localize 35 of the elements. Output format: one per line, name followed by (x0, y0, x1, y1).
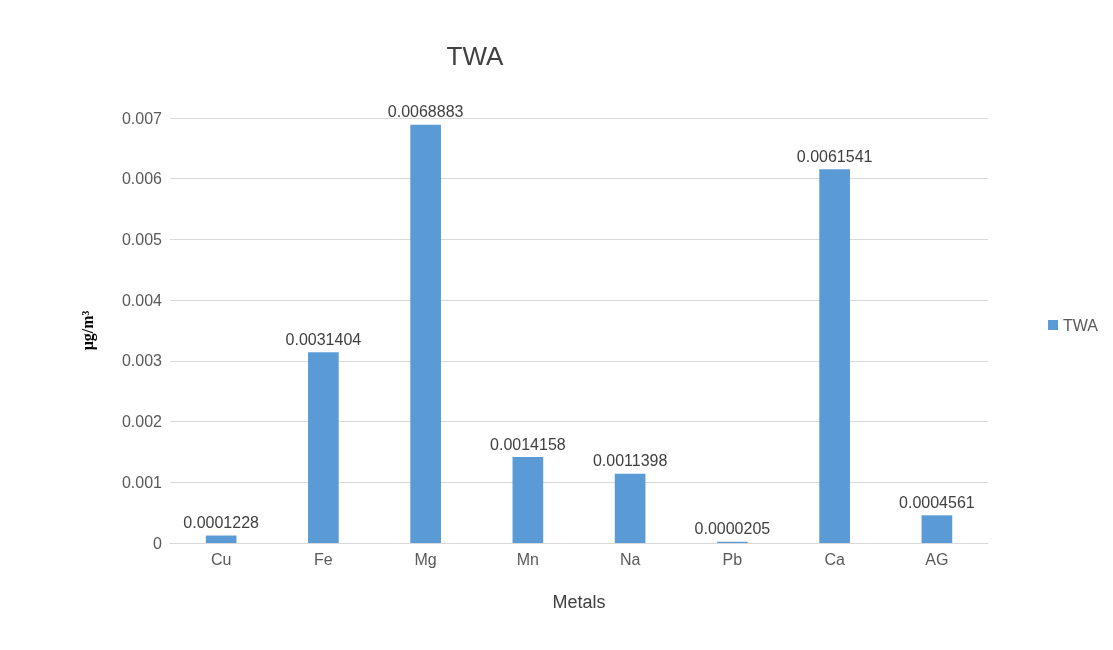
y-tick-label: 0 (153, 534, 163, 552)
bar (308, 352, 339, 543)
x-tick-label: Pb (722, 550, 743, 568)
legend-label: TWA (1063, 316, 1099, 334)
y-tick-label: 0.003 (121, 352, 163, 370)
x-tick-label: Cu (210, 550, 232, 568)
y-tick-label: 0.002 (121, 413, 163, 431)
bar (921, 515, 953, 543)
data-label: 0.0001228 (183, 514, 260, 532)
y-tick-label: 0.004 (121, 291, 163, 309)
bar (205, 535, 237, 543)
y-tick-label: 0.001 (121, 473, 163, 491)
bar (512, 457, 544, 543)
bar (410, 124, 441, 543)
x-tick-label: Na (619, 550, 641, 568)
x-tick-label: Mn (516, 550, 539, 568)
x-tick-label: AG (925, 550, 949, 568)
data-label: 0.0068883 (387, 103, 464, 121)
data-label: 0.0000205 (694, 520, 771, 538)
chart-title: TWA (446, 41, 505, 71)
data-label: 0.0004561 (899, 493, 975, 511)
y-tick-label: 0.007 (121, 109, 163, 127)
x-axis-title: Metals (552, 592, 606, 612)
bar (614, 473, 646, 543)
x-tick-label: Ca (824, 550, 845, 568)
y-tick-label: 0.006 (121, 170, 163, 188)
data-label: 0.0011398 (592, 452, 668, 470)
x-tick-label: Mg (414, 550, 437, 568)
y-tick-label: 0.005 (121, 230, 163, 248)
x-tick-label: Fe (314, 550, 333, 568)
y-axis-title: μg/m³ (78, 310, 97, 351)
data-label: 0.0061541 (796, 147, 873, 165)
data-label: 0.0014158 (490, 435, 566, 453)
data-label: 0.0031404 (285, 330, 362, 348)
bar (819, 169, 850, 543)
